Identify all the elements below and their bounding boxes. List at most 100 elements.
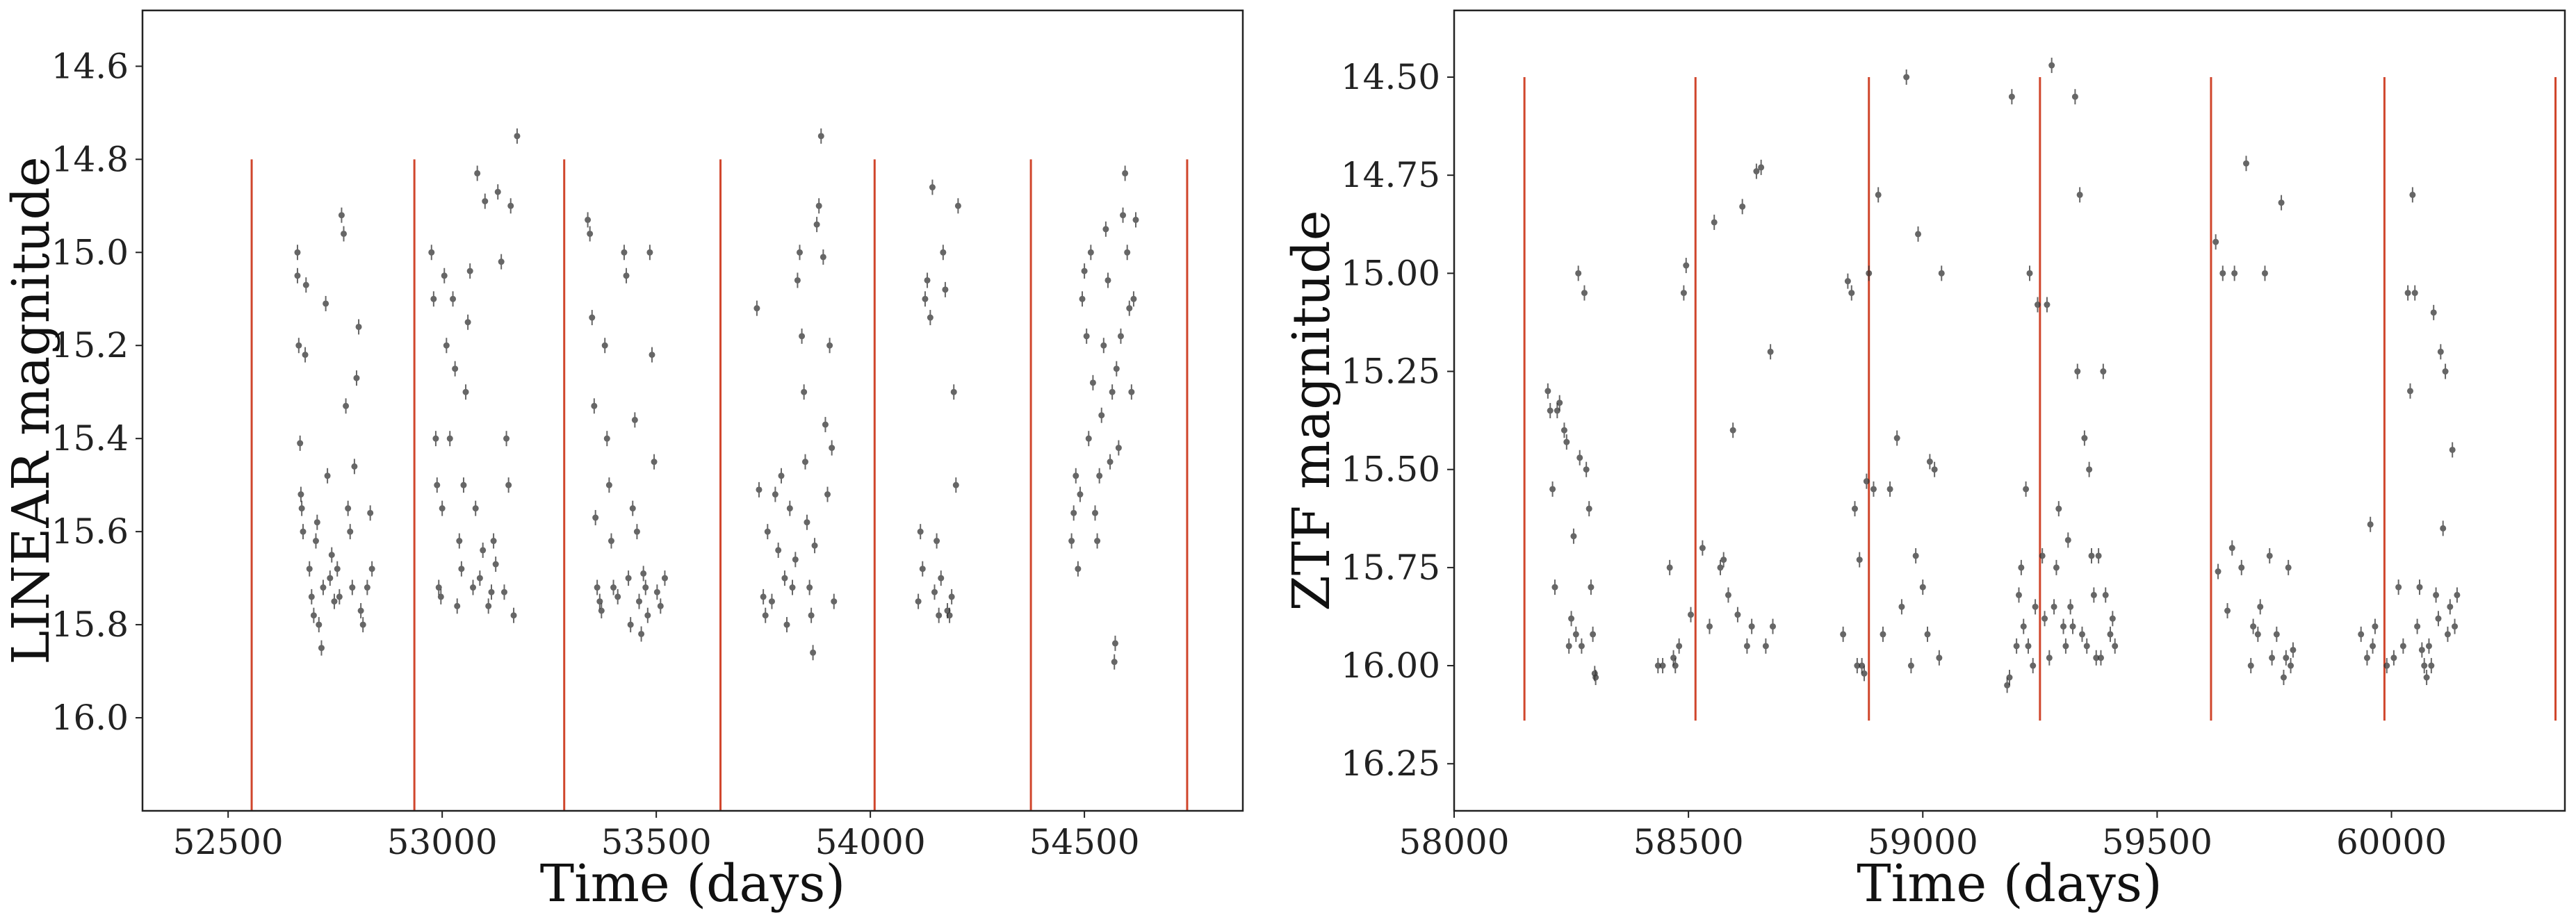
linear-data-point-173 [1098, 407, 1105, 423]
ztf-data-point-57 [1870, 481, 1877, 497]
linear-data-point-187 [1126, 300, 1133, 316]
ztf-data-point-31 [1699, 540, 1706, 556]
ztf-data-point-144 [2390, 650, 2397, 666]
ztf-data-point-68 [1924, 626, 1931, 642]
ztf-data-point-37 [1729, 422, 1736, 438]
ztf-data-point-96 [2064, 532, 2071, 548]
linear-data-point-137 [826, 338, 833, 354]
ztf-data-point-121 [2231, 265, 2238, 281]
linear-data-point-63 [485, 598, 492, 614]
ztf-data-point-1 [1547, 403, 1554, 418]
linear-data-point-103 [651, 454, 658, 470]
ztf-data-point-101 [2076, 187, 2083, 203]
linear-data-point-39 [430, 291, 437, 307]
ztf-data-point-14 [1578, 638, 1585, 654]
linear-data-point-11 [310, 607, 317, 623]
linear-data-point-31 [353, 370, 360, 386]
ztf-data-point-95 [2062, 638, 2069, 654]
linear-data-point-177 [1107, 454, 1114, 470]
linear-x-tick-label-0: 52500 [173, 822, 284, 862]
ztf-data-point-0 [1544, 383, 1551, 399]
linear-data-point-112 [768, 593, 775, 609]
linear-data-point-3 [297, 435, 304, 451]
ztf-data-point-104 [2083, 638, 2090, 654]
linear-data-point-147 [931, 584, 938, 600]
ztf-data-point-97 [2067, 599, 2074, 615]
ztf-data-point-110 [2097, 650, 2104, 666]
ztf-data-point-161 [2437, 344, 2444, 360]
linear-data-point-93 [629, 500, 636, 516]
ztf-data-point-45 [1767, 344, 1774, 360]
linear-data-point-189 [1130, 291, 1137, 307]
ztf-data-point-115 [2112, 638, 2119, 654]
ztf-data-point-156 [2425, 638, 2432, 654]
ztf-data-point-98 [2069, 618, 2076, 634]
linear-data-point-140 [915, 593, 922, 609]
ztf-y-tick-label-7: 16.25 [1341, 743, 1440, 784]
ztf-data-point-19 [1590, 626, 1597, 642]
linear-data-point-163 [1077, 486, 1084, 502]
linear-data-point-165 [1081, 263, 1088, 279]
linear-data-point-148 [934, 533, 940, 549]
linear-data-point-38 [428, 245, 435, 261]
ztf-data-point-150 [2411, 285, 2418, 301]
linear-data-point-25 [340, 226, 347, 242]
ztf-data-point-100 [2074, 363, 2081, 379]
linear-data-point-122 [796, 245, 803, 261]
linear-data-point-178 [1109, 384, 1116, 400]
linear-y-tick-label-0: 14.6 [51, 46, 129, 86]
ztf-data-point-125 [2250, 618, 2257, 634]
linear-data-point-175 [1102, 221, 1109, 237]
linear-data-point-89 [621, 245, 628, 261]
ztf-data-point-128 [2261, 265, 2268, 281]
linear-data-point-116 [781, 570, 788, 586]
linear-data-point-41 [434, 477, 441, 493]
ztf-x-axis-label: Time (days) [1857, 854, 2162, 914]
ztf-data-point-122 [2238, 559, 2245, 575]
ztf-data-point-29 [1683, 258, 1690, 274]
linear-data-point-131 [813, 217, 820, 233]
linear-data-point-46 [443, 338, 450, 354]
ztf-data-point-131 [2273, 626, 2280, 642]
ztf-data-point-111 [2100, 363, 2107, 379]
linear-data-point-71 [505, 477, 512, 493]
linear-data-point-185 [1122, 165, 1129, 181]
ztf-data-point-2 [1549, 481, 1556, 497]
linear-data-point-54 [462, 384, 469, 400]
ztf-data-point-40 [1743, 638, 1750, 654]
linear-data-point-66 [492, 557, 499, 573]
ztf-data-point-162 [2440, 520, 2447, 536]
linear-data-point-172 [1096, 468, 1103, 484]
linear-data-point-49 [452, 361, 459, 377]
ztf-data-point-118 [2219, 265, 2226, 281]
linear-data-point-58 [472, 500, 479, 516]
linear-data-point-174 [1100, 338, 1107, 354]
linear-data-point-53 [460, 477, 467, 493]
ztf-data-point-132 [2278, 195, 2285, 211]
linear-data-point-167 [1085, 431, 1092, 447]
linear-data-point-65 [490, 533, 497, 549]
linear-y-tick-label-1: 14.8 [51, 139, 129, 179]
ztf-data-point-155 [2423, 670, 2430, 685]
linear-data-point-117 [783, 617, 790, 633]
ztf-data-point-62 [1898, 599, 1905, 615]
linear-data-point-127 [806, 579, 813, 595]
linear-data-point-56 [466, 263, 473, 279]
ztf-data-point-8 [1565, 638, 1572, 654]
ztf-data-point-90 [2048, 58, 2055, 74]
linear-data-point-158 [954, 198, 961, 214]
linear-x-tick-label-3: 54000 [815, 822, 926, 862]
ztf-data-point-17 [1585, 501, 1592, 517]
ztf-data-point-102 [2079, 626, 2086, 642]
linear-data-point-52 [458, 561, 465, 577]
ztf-data-point-126 [2254, 626, 2261, 642]
linear-data-point-142 [919, 561, 926, 577]
ztf-data-point-99 [2071, 89, 2078, 105]
linear-data-point-129 [810, 645, 817, 661]
linear-data-point-102 [649, 347, 655, 363]
linear-marks [250, 128, 1189, 811]
linear-data-point-135 [822, 417, 829, 433]
ztf-data-point-69 [1926, 454, 1933, 470]
ztf-data-point-79 [2020, 618, 2027, 634]
ztf-data-point-168 [2454, 587, 2461, 603]
